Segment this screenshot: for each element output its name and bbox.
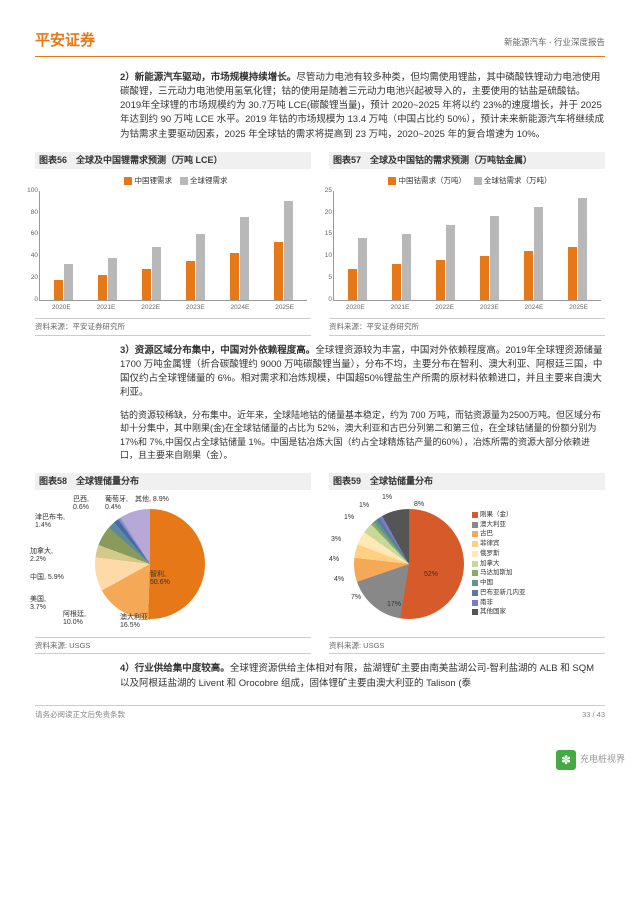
- chart-56-legend: 中国锂需求 全球锂需求: [35, 175, 311, 186]
- chart-59-source: 资料来源: USGS: [329, 637, 605, 654]
- chart-59: 图表59 全球钴储量分布 刚果（金）澳大利亚古巴菲律宾俄罗斯加拿大马达加斯加中国…: [329, 473, 605, 655]
- footer-page: 33 / 43: [582, 709, 605, 720]
- charts-row-1: 图表56 全球及中国锂需求预测（万吨 LCE） 中国锂需求 全球锂需求 0204…: [35, 152, 605, 336]
- section-4: 4）行业供给集中度较高。全球锂资源供给主体相对有限，盐湖锂矿主要由南美盐湖公司-…: [35, 662, 605, 691]
- chart-58-title: 图表58 全球锂储量分布: [35, 473, 311, 491]
- chart-57-title: 图表57 全球及中国钴的需求预测（万吨钴金属）: [329, 152, 605, 170]
- charts-row-2: 图表58 全球锂储量分布 智利,50.6%澳大利亚,16.5%阿根廷,10.0%…: [35, 473, 605, 655]
- chart-58: 图表58 全球锂储量分布 智利,50.6%澳大利亚,16.5%阿根廷,10.0%…: [35, 473, 311, 655]
- chart-56-xaxis: 2020E2021E2022E2023E2024E2025E: [35, 301, 311, 313]
- section-3-text: 3）资源区域分布集中，中国对外依赖程度高。全球锂资源较为丰富，中国对外依赖程度高…: [120, 345, 602, 399]
- chart-57-xaxis: 2020E2021E2022E2023E2024E2025E: [329, 301, 605, 313]
- footer: 请务必阅读正文后免责条款 33 / 43: [35, 705, 605, 720]
- chart-56-title: 图表56 全球及中国锂需求预测（万吨 LCE）: [35, 152, 311, 170]
- pie-58: [95, 509, 205, 619]
- footer-disclaimer: 请务必阅读正文后免责条款: [35, 709, 125, 720]
- legend-swatch: [124, 177, 132, 185]
- header: 平安证券 新能源汽车 · 行业深度报告: [35, 30, 605, 57]
- chart-57-canvas: 0510152025: [333, 191, 601, 301]
- wechat-icon: ✽: [556, 750, 576, 770]
- chart-56-canvas: 020406080100: [39, 191, 307, 301]
- section-3-p2: 钴的资源较稀缺，分布集中。近年来，全球陆地钴的储量基本稳定，约为 700 万吨，…: [120, 409, 605, 463]
- chart-58-area: 智利,50.6%澳大利亚,16.5%阿根廷,10.0%美国,3.7%中国, 5.…: [35, 496, 311, 631]
- legend-swatch: [474, 177, 482, 185]
- chart-57-source: 资料来源：平安证券研究所: [329, 318, 605, 335]
- pie-59: [354, 509, 464, 619]
- legend-swatch: [180, 177, 188, 185]
- page: 平安证券 新能源汽车 · 行业深度报告 2）新能源汽车驱动，市场规模持续增长。尽…: [0, 0, 640, 740]
- section-3: 3）资源区域分布集中，中国对外依赖程度高。全球锂资源较为丰富，中国对外依赖程度高…: [35, 344, 605, 463]
- watermark: ✽ 充电桩视界: [556, 750, 625, 770]
- chart-57: 图表57 全球及中国钴的需求预测（万吨钴金属） 中国钴需求（万吨） 全球钴需求（…: [329, 152, 605, 336]
- section-4-text: 4）行业供给集中度较高。全球锂资源供给主体相对有限，盐湖锂矿主要由南美盐湖公司-…: [120, 663, 594, 688]
- legend-swatch: [388, 177, 396, 185]
- chart-58-source: 资料来源: USGS: [35, 637, 311, 654]
- section-2-text: 2）新能源汽车驱动，市场规模持续增长。尽管动力电池有较多种类，但均需使用锂盐，其…: [120, 72, 604, 140]
- section-2: 2）新能源汽车驱动，市场规模持续增长。尽管动力电池有较多种类，但均需使用锂盐，其…: [35, 71, 605, 142]
- chart-57-legend: 中国钴需求（万吨） 全球钴需求（万吨）: [329, 175, 605, 186]
- pie-59-legend: 刚果（金）澳大利亚古巴菲律宾俄罗斯加拿大马达加斯加中国巴布亚新几内亚南非其他国家: [472, 510, 526, 617]
- chart-59-area: 刚果（金）澳大利亚古巴菲律宾俄罗斯加拿大马达加斯加中国巴布亚新几内亚南非其他国家…: [329, 496, 605, 631]
- header-category: 新能源汽车 · 行业深度报告: [504, 36, 605, 49]
- chart-56-source: 资料来源：平安证券研究所: [35, 318, 311, 335]
- chart-56: 图表56 全球及中国锂需求预测（万吨 LCE） 中国锂需求 全球锂需求 0204…: [35, 152, 311, 336]
- logo: 平安证券: [35, 30, 95, 53]
- chart-59-title: 图表59 全球钴储量分布: [329, 473, 605, 491]
